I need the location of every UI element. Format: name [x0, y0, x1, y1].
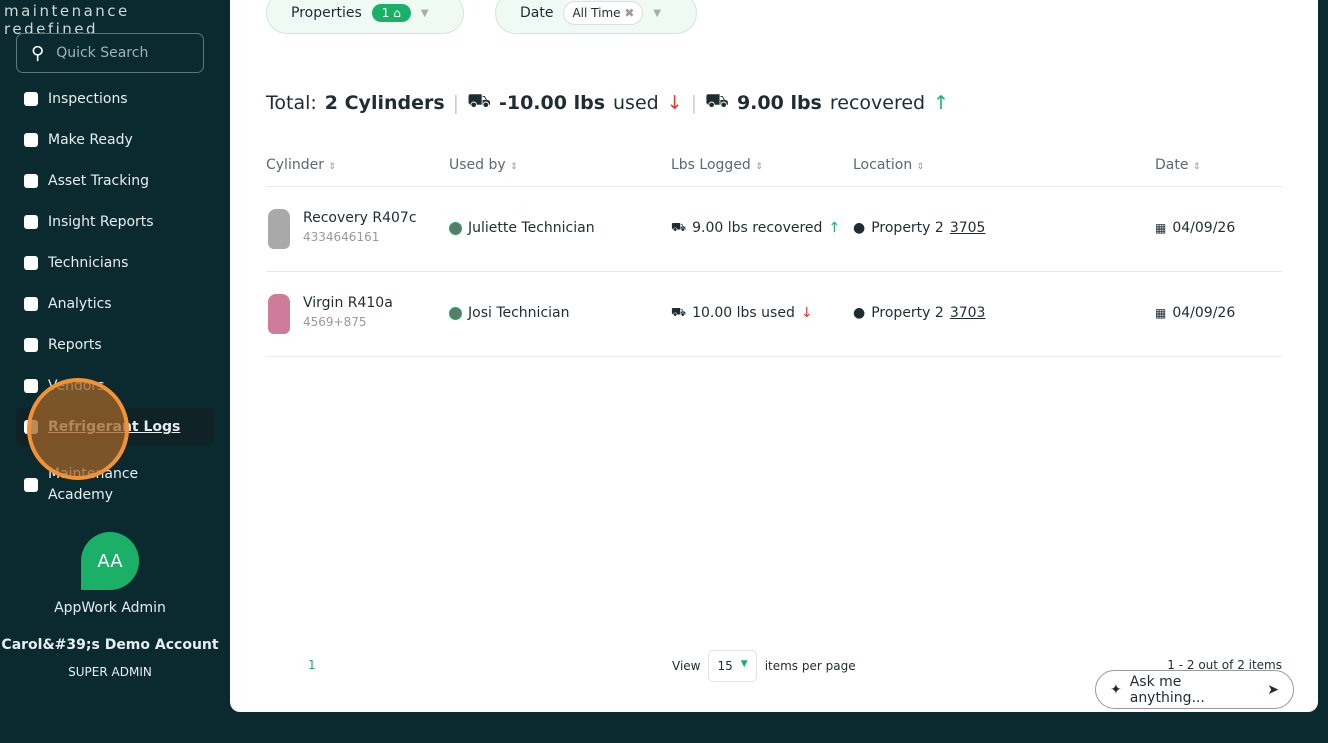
per-page-select[interactable]: 15 ▼ — [708, 650, 757, 682]
lbs-logged: 10.00 lbs used — [692, 305, 795, 321]
sidebar-item-analytics[interactable]: Analytics — [16, 285, 214, 323]
arrow-down-icon: ↓ — [666, 91, 683, 114]
nav-icon — [24, 92, 38, 106]
location-pin-icon: ● — [853, 220, 866, 236]
sidebar-item-reports[interactable]: Reports — [16, 326, 214, 364]
send-icon[interactable]: ➤ — [1267, 681, 1279, 698]
cylinder-serial: 4569+875 — [303, 315, 367, 329]
nav-icon — [24, 338, 38, 352]
used-by: Juliette Technician — [468, 220, 595, 236]
log-date: 04/09/26 — [1172, 220, 1236, 236]
cylinder-serial: 4334646161 — [303, 230, 380, 244]
column-header-cylinder[interactable]: Cylinder ⇕ — [266, 157, 336, 173]
sort-icon: ⇕ — [510, 162, 518, 172]
weight-icon: ⛟ — [467, 90, 491, 112]
user-avatar — [449, 221, 462, 235]
nav-icon — [24, 379, 38, 393]
date-chip[interactable]: All Time ✖ — [563, 1, 644, 25]
clear-icon: ✖ — [624, 6, 635, 20]
cylinder-name: Virgin R410a — [303, 295, 393, 311]
sort-icon: ⇕ — [1192, 162, 1201, 172]
properties-count-badge: 1 ⌂ — [371, 4, 411, 22]
nav-icon — [24, 256, 38, 270]
column-header-date[interactable]: Date ⇕ — [1155, 157, 1201, 173]
used-by: Josi Technician — [468, 305, 570, 321]
weight-icon: ⛟ — [671, 220, 687, 234]
caret-down-icon: ▼ — [740, 659, 748, 669]
cylinder-name: Recovery R407c — [303, 210, 417, 226]
nav-icon — [24, 297, 38, 311]
sidebar-item-asset-tracking[interactable]: Asset Tracking — [16, 162, 214, 200]
header-divider — [266, 186, 1282, 187]
sort-icon: ⇕ — [916, 162, 925, 172]
click-highlight — [27, 378, 129, 480]
sidebar-item-make-ready[interactable]: Make Ready — [16, 121, 214, 159]
sidebar-item-technicians[interactable]: Technicians — [16, 244, 214, 282]
location-pin-icon: ● — [853, 305, 866, 321]
date-filter[interactable]: Date All Time ✖ ▼ — [495, 0, 697, 34]
properties-filter[interactable]: Properties 1 ⌂ ▼ — [266, 0, 464, 34]
unit-link[interactable]: 3705 — [949, 220, 986, 236]
sidebar: maintenance redefined ⚲ Quick Search Insp… — [0, 0, 230, 743]
table-row[interactable]: Virgin R410a 4569+875 Josi Technician ⛟ 10… — [266, 272, 1282, 357]
calendar-icon: ▦ — [1155, 221, 1167, 235]
weight-icon: ⛟ — [705, 90, 729, 112]
arrow-up-icon: ↑ — [933, 91, 950, 114]
search-icon: ⚲ — [31, 42, 45, 64]
lbs-logged: 9.00 lbs recovered — [692, 220, 823, 236]
weight-icon: ⛟ — [671, 305, 687, 319]
totals-summary: Total: 2 Cylinders | ⛟ -10.00 lbs used ↓ | ⛟ 9.… — [266, 90, 950, 114]
cylinder-icon — [268, 294, 290, 334]
quick-search-input[interactable]: ⚲ Quick Search — [16, 33, 204, 73]
nav-icon — [24, 215, 38, 229]
nav-icon — [24, 478, 38, 492]
caret-down-icon: ▼ — [420, 7, 429, 19]
main-panel: Properties 1 ⌂ ▼ Date All Time ✖ ▼ Total: 2 C… — [230, 0, 1318, 712]
per-page-control: View 15 ▼ items per page — [672, 650, 856, 682]
log-date: 04/09/26 — [1172, 305, 1236, 321]
arrow-down-icon: ↓ — [800, 305, 813, 321]
assistant-input[interactable]: ✦ Ask me anything... ➤ — [1095, 670, 1294, 709]
account-name[interactable]: Carol&#39;s Demo Account — [1, 637, 219, 653]
user-avatar — [449, 306, 462, 320]
sidebar-item-inspections[interactable]: Inspections — [16, 80, 214, 118]
page-1-button[interactable]: 1 — [308, 658, 316, 672]
home-icon: ⌂ — [393, 6, 401, 20]
sort-icon: ⇕ — [755, 162, 763, 172]
user-role: SUPER ADMIN — [68, 665, 152, 679]
arrow-up-icon: ↑ — [828, 220, 841, 236]
sparkle-icon: ✦ — [1110, 681, 1122, 698]
column-header-location[interactable]: Location ⇕ — [853, 157, 925, 173]
avatar[interactable]: AA — [81, 532, 139, 590]
user-name: AppWork Admin — [54, 600, 166, 616]
unit-link[interactable]: 3703 — [949, 305, 986, 321]
cylinder-icon — [268, 209, 290, 249]
column-header-lbs-logged[interactable]: Lbs Logged ⇕ — [671, 157, 763, 173]
column-header-used-by[interactable]: Used by ⇕ — [449, 157, 518, 173]
nav-icon — [24, 174, 38, 188]
calendar-icon: ▦ — [1155, 306, 1167, 320]
sort-icon: ⇕ — [328, 162, 336, 172]
item-count: 1 - 2 out of 2 items — [1167, 658, 1282, 672]
nav-icon — [24, 133, 38, 147]
caret-down-icon: ▼ — [653, 7, 662, 19]
sidebar-item-insight-reports[interactable]: Insight Reports — [16, 203, 214, 241]
table-row[interactable]: Recovery R407c 4334646161 Juliette Techni… — [266, 187, 1282, 272]
